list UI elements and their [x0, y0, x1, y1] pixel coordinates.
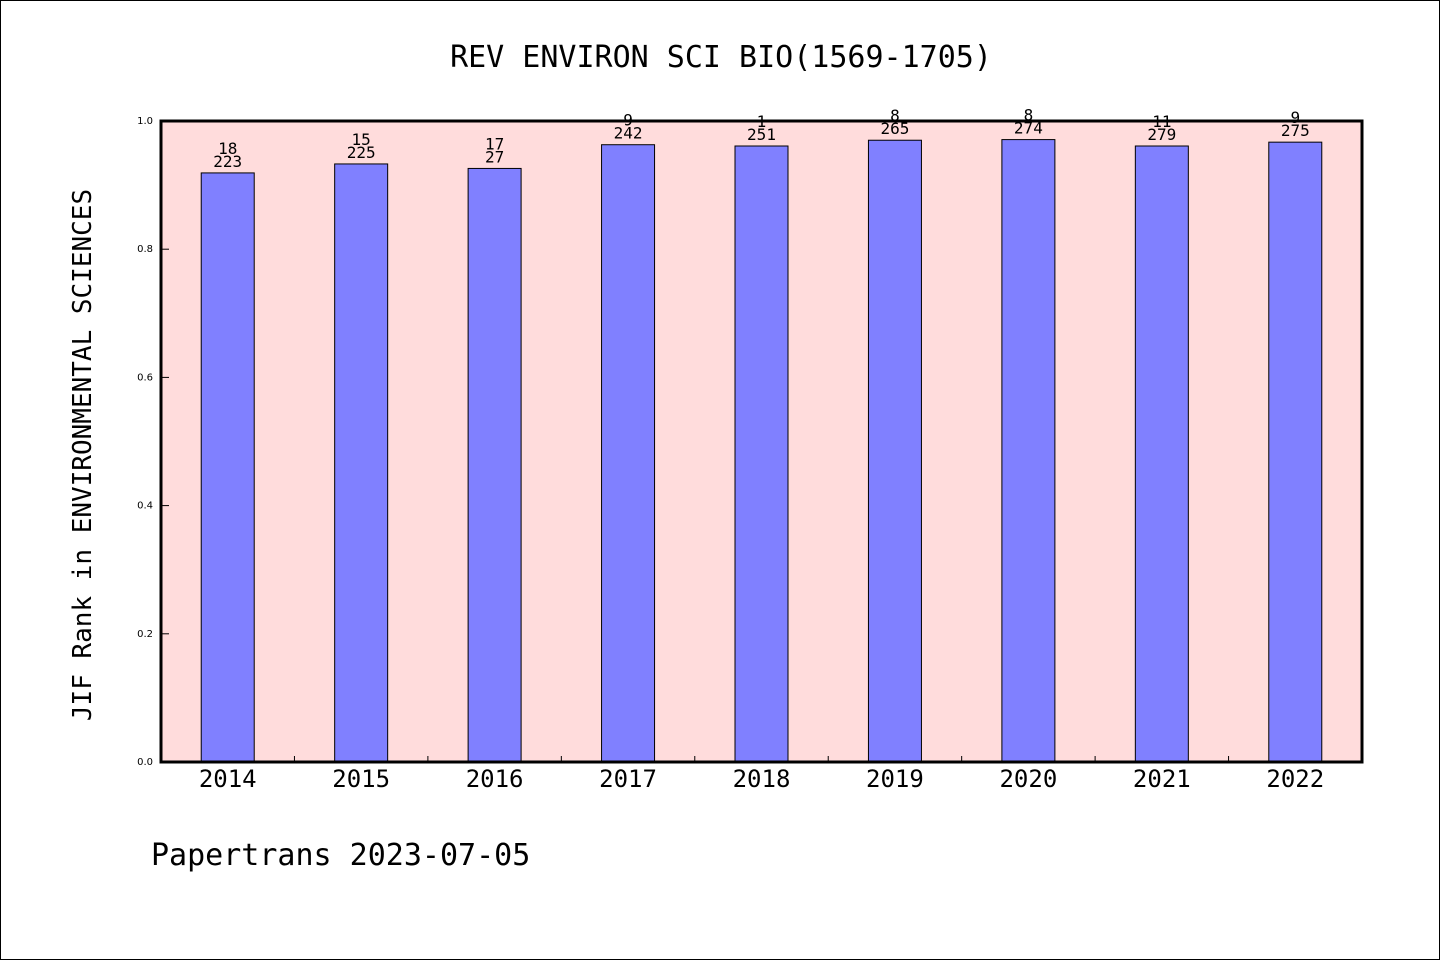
y-tick-label: 0.2 [137, 629, 153, 640]
bar-2018 [734, 145, 789, 763]
y-tick-label: 1.0 [137, 116, 153, 127]
chart-title: REV ENVIRON SCI BIO(1569-1705) [450, 40, 992, 75]
rank-label-2014: 18 [218, 139, 237, 158]
x-tick-label-2018: 2018 [733, 765, 791, 793]
footer-credit: Papertrans 2023-07-05 [151, 838, 530, 873]
x-tick-label-2021: 2021 [1133, 765, 1191, 793]
rank-label-2022: 9 [1290, 108, 1300, 127]
total-label-2021: 279 [1147, 125, 1176, 144]
y-tick-label: 0.0 [137, 757, 153, 768]
x-tick-label-2014: 2014 [199, 765, 257, 793]
rank-label-2020: 8 [1024, 106, 1034, 125]
total-label-2016: 27 [485, 147, 504, 166]
total-label-2022: 275 [1281, 121, 1310, 140]
bar-2016 [467, 167, 522, 763]
x-tick-label-2016: 2016 [466, 765, 524, 793]
total-label-2019: 265 [880, 119, 909, 138]
bar-2021 [1134, 145, 1189, 763]
y-tick-label: 0.4 [137, 501, 153, 512]
total-label-2014: 223 [213, 152, 242, 171]
total-label-2015: 225 [347, 143, 376, 162]
total-label-2017: 242 [614, 124, 643, 143]
rank-label-2015: 15 [352, 130, 371, 149]
x-tick-label-2020: 2020 [999, 765, 1057, 793]
x-tick-label-2015: 2015 [332, 765, 390, 793]
bar-2019 [867, 139, 922, 763]
axes-group: 2014 2015 2016 2017 2018 2019 2020 2021 2022 0.0 0… [137, 116, 1324, 793]
bar-2020 [1001, 139, 1056, 763]
x-tick-label-2019: 2019 [866, 765, 924, 793]
rank-label-2019: 8 [890, 106, 900, 125]
y-axis-label: JIF Rank in ENVIRONMENTAL SCIENCES [68, 189, 98, 721]
total-label-2020: 274 [1014, 119, 1043, 138]
y-tick-label: 0.8 [137, 244, 153, 255]
plot-border [159, 119, 1364, 764]
y-tick-label: 0.6 [137, 372, 153, 383]
rank-label-2016: 17 [485, 134, 504, 153]
x-tick-label-2017: 2017 [599, 765, 657, 793]
bar-2015 [334, 163, 389, 763]
x-tick-label-2022: 2022 [1266, 765, 1324, 793]
total-label-2018: 251 [747, 125, 776, 144]
bar-2022 [1268, 141, 1323, 763]
bar-2017 [601, 144, 656, 763]
bar-2014 [200, 172, 255, 763]
